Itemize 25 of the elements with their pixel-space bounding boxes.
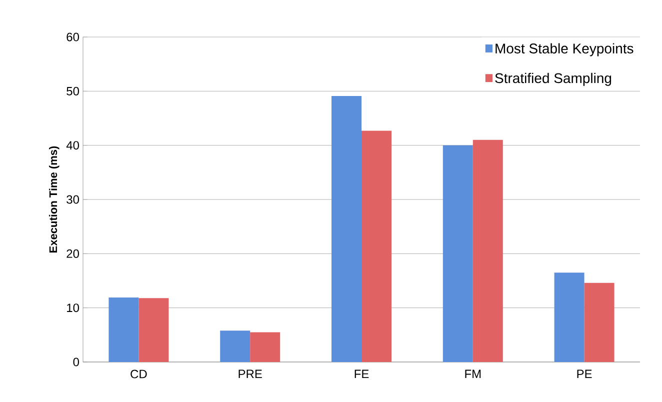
y-tick-label: 40 [66, 141, 80, 150]
x-tick-label: PRE [238, 370, 262, 378]
bar [138, 298, 169, 362]
y-tick-label: 30 [66, 195, 80, 204]
bar [332, 96, 362, 362]
bar [442, 145, 473, 362]
y-tick-label: 20 [66, 249, 80, 258]
x-tick-label: FM [465, 370, 481, 378]
bar [108, 298, 139, 362]
x-tick-label: PE [577, 370, 592, 378]
x-tick-label: FE [354, 370, 369, 378]
legend-label: Stratified Sampling [495, 72, 612, 86]
bar [472, 140, 503, 362]
bar [554, 272, 584, 362]
y-tick-label: 0 [73, 358, 80, 366]
x-tick-label: CD [130, 370, 147, 378]
bar [220, 330, 250, 362]
y-tick-label: 50 [66, 86, 80, 96]
bar [362, 130, 392, 362]
legend-label: Most Stable Keypoints [496, 43, 634, 56]
bar [250, 332, 280, 362]
y-axis-title: Execution Time (ms) [49, 146, 60, 252]
y-tick-label: 60 [66, 32, 80, 42]
bar [584, 282, 614, 362]
y-tick-label: 10 [67, 304, 80, 312]
